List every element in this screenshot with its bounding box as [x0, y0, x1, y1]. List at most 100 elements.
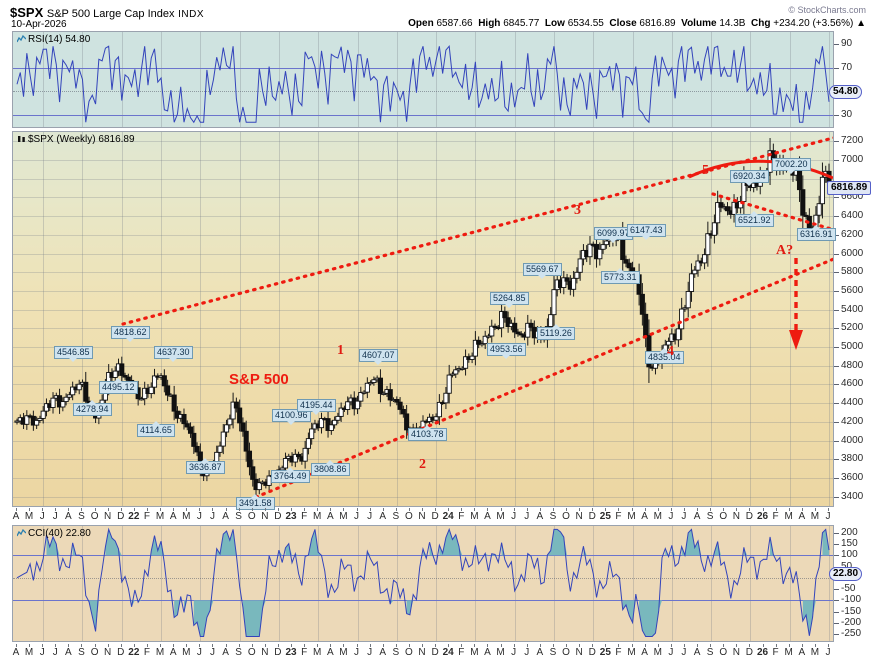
x-axis-label: D	[274, 511, 282, 522]
gridline-vertical	[514, 526, 516, 641]
x-axis-tick	[120, 644, 122, 647]
x-axis-label: A	[693, 511, 701, 522]
x-axis-label: O	[90, 647, 99, 658]
x-axis-label: N	[575, 511, 583, 522]
x-axis-tick	[277, 508, 279, 511]
x-axis-label: 25	[599, 647, 611, 658]
x-axis-tick	[487, 508, 489, 511]
gridline-vertical	[475, 526, 477, 641]
gridline-vertical	[593, 32, 595, 127]
gridline-horizontal	[13, 272, 833, 274]
gridline-vertical	[711, 32, 713, 127]
gridline-vertical	[553, 526, 555, 641]
x-axis-tick	[566, 508, 568, 511]
x-axis-tick	[212, 508, 214, 511]
x-axis-tick	[317, 644, 319, 647]
gridline-vertical	[278, 526, 280, 641]
axis-tick	[834, 365, 839, 367]
x-axis-label: O	[719, 511, 728, 522]
axis-label: 30	[841, 109, 853, 121]
gridline-horizontal	[13, 365, 833, 367]
reference-line	[13, 600, 833, 602]
x-axis-tick	[697, 508, 699, 511]
x-axis-tick	[107, 644, 109, 647]
axis-tick	[834, 115, 839, 117]
price-callout-tag: 6316.91	[797, 225, 836, 241]
axis-label: 6200	[841, 228, 864, 240]
gridline-vertical	[278, 32, 280, 127]
price-callout-tag: 4953.56	[487, 343, 526, 359]
chg-value: +234.20 (+3.56%)	[773, 18, 854, 29]
gridline-horizontal	[13, 178, 833, 180]
x-axis-tick	[16, 644, 17, 647]
gridline-horizontal	[13, 384, 833, 386]
gridline-vertical	[829, 32, 830, 127]
x-axis-label: 23	[285, 647, 297, 658]
gridline-horizontal	[13, 459, 833, 461]
x-axis-label: M	[496, 647, 505, 658]
x-axis-label: M	[784, 647, 793, 658]
cci-line	[16, 527, 830, 637]
x-axis-tick	[186, 508, 188, 511]
x-axis-label: A	[12, 647, 20, 658]
elliott-wave-label: 1	[337, 343, 344, 358]
x-axis-label: S	[706, 647, 714, 658]
axis-tick	[834, 160, 839, 162]
x-axis-tick	[474, 644, 476, 647]
x-axis-label: 22	[128, 511, 140, 522]
elliott-wave-label: 5	[702, 163, 709, 178]
axis-tick	[834, 555, 839, 557]
gridline-vertical	[161, 526, 163, 641]
axis-tick	[834, 384, 839, 386]
x-axis-label: A	[222, 511, 229, 522]
x-axis-tick	[173, 644, 175, 647]
x-axis-tick	[395, 508, 397, 511]
x-axis-tick	[683, 508, 685, 511]
axis-label: 90	[841, 37, 853, 49]
price-callout-tag: 4546.85	[54, 346, 93, 362]
x-axis-tick	[605, 508, 607, 511]
x-axis-tick	[330, 644, 332, 647]
x-axis-label: M	[339, 647, 348, 658]
x-axis-label: M	[24, 511, 34, 522]
cci-plot	[16, 527, 830, 637]
x-axis-label: J	[209, 647, 215, 658]
x-axis-tick	[579, 508, 581, 511]
gridline-vertical	[750, 526, 752, 641]
gridline-vertical	[671, 32, 673, 127]
gridline-horizontal	[13, 141, 833, 143]
gridline-vertical	[121, 32, 123, 127]
x-axis-label: N	[261, 511, 269, 522]
x-axis-tick	[264, 644, 266, 647]
x-axis-label: J	[196, 647, 202, 658]
x-axis-label: A	[65, 511, 72, 522]
x-axis-tick	[487, 644, 489, 647]
x-axis-tick	[670, 644, 672, 647]
x-axis-label: D	[588, 647, 596, 658]
x-axis-label: S	[78, 511, 85, 522]
x-axis-label: 26	[756, 647, 769, 658]
trendline-annotations	[121, 136, 833, 502]
gridline-vertical	[121, 526, 123, 641]
open-label: Open	[408, 18, 434, 29]
volume-label: Volume	[681, 18, 717, 29]
gridline-vertical	[436, 32, 438, 127]
x-axis-tick	[828, 508, 829, 511]
x-axis-tick	[107, 508, 109, 511]
x-axis-label: J	[196, 511, 202, 522]
x-axis-tick	[435, 644, 437, 647]
gridline-vertical	[436, 526, 438, 641]
axis-tick	[834, 253, 839, 255]
price-callout-tag: 4103.78	[408, 425, 447, 441]
axis-label: 5000	[841, 341, 864, 353]
gridline-horizontal	[13, 440, 833, 442]
x-axis-tick	[199, 644, 201, 647]
high-value: 6845.77	[503, 18, 540, 29]
price-gridlines	[13, 132, 833, 506]
x-axis-label: N	[418, 511, 426, 522]
x-axis-tick	[710, 644, 712, 647]
x-axis-label: N	[732, 511, 740, 522]
broken-support-line	[711, 192, 833, 232]
x-axis-tick	[173, 508, 175, 511]
axis-tick	[834, 141, 839, 143]
